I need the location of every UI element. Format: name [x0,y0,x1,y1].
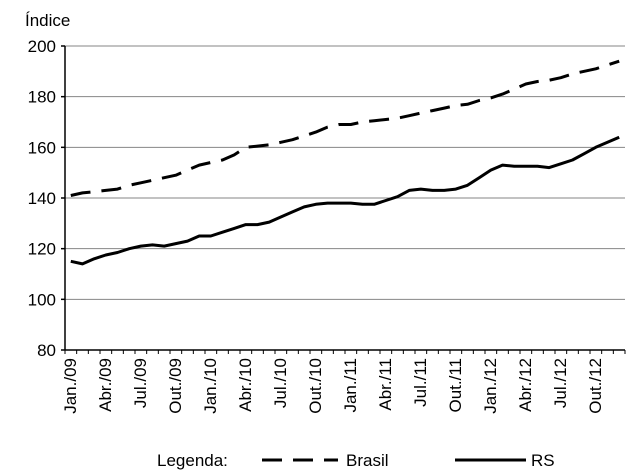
x-tick-label: Jan./11 [341,358,360,413]
x-tick-label: Abr./11 [376,358,395,411]
x-tick-label: Out./11 [446,358,465,413]
x-tick-label: Abr./12 [516,358,535,412]
legend-title: Legenda: [157,451,228,470]
x-tick-label: Jul./12 [551,358,570,408]
x-tick-label: Out./10 [306,358,325,414]
x-tick-label: Jul./10 [271,358,290,408]
x-tick-label: Abr./10 [236,358,255,412]
x-axis: Jan./09 Abr./09 Jul./09 Out./09 Jan./10 Abr./… [61,349,626,414]
series-line-brasil [70,59,620,197]
gridlines [65,45,625,300]
x-tick-label: Jul./09 [131,358,150,408]
y-tick-label: 80 [37,341,56,360]
y-tick-label: 100 [28,290,56,309]
x-tick-label: Jan./09 [61,358,80,414]
legend-label-rs: RS [531,451,555,470]
legend: Legenda: Brasil RS [157,451,555,470]
x-tick-label: Abr./09 [96,358,115,412]
series-line-rs [70,135,620,266]
y-tick-label: 200 [28,37,56,56]
y-axis: 80 100 120 140 160 180 200 [28,37,66,360]
y-tick-label: 140 [28,189,56,208]
series-lines [70,59,620,266]
x-tick-label: Out./09 [166,358,185,414]
x-tick-label: Jan./10 [201,358,220,414]
y-tick-label: 120 [28,240,56,259]
y-tick-label: 160 [28,138,56,157]
x-tick-label: Out./12 [586,358,605,414]
y-tick-label: 180 [28,88,56,107]
y-axis-title: Índice [25,11,70,30]
x-tick-label: Jan./12 [481,358,500,414]
x-tick-label: Jul./11 [411,358,430,407]
legend-label-brasil: Brasil [346,451,389,470]
